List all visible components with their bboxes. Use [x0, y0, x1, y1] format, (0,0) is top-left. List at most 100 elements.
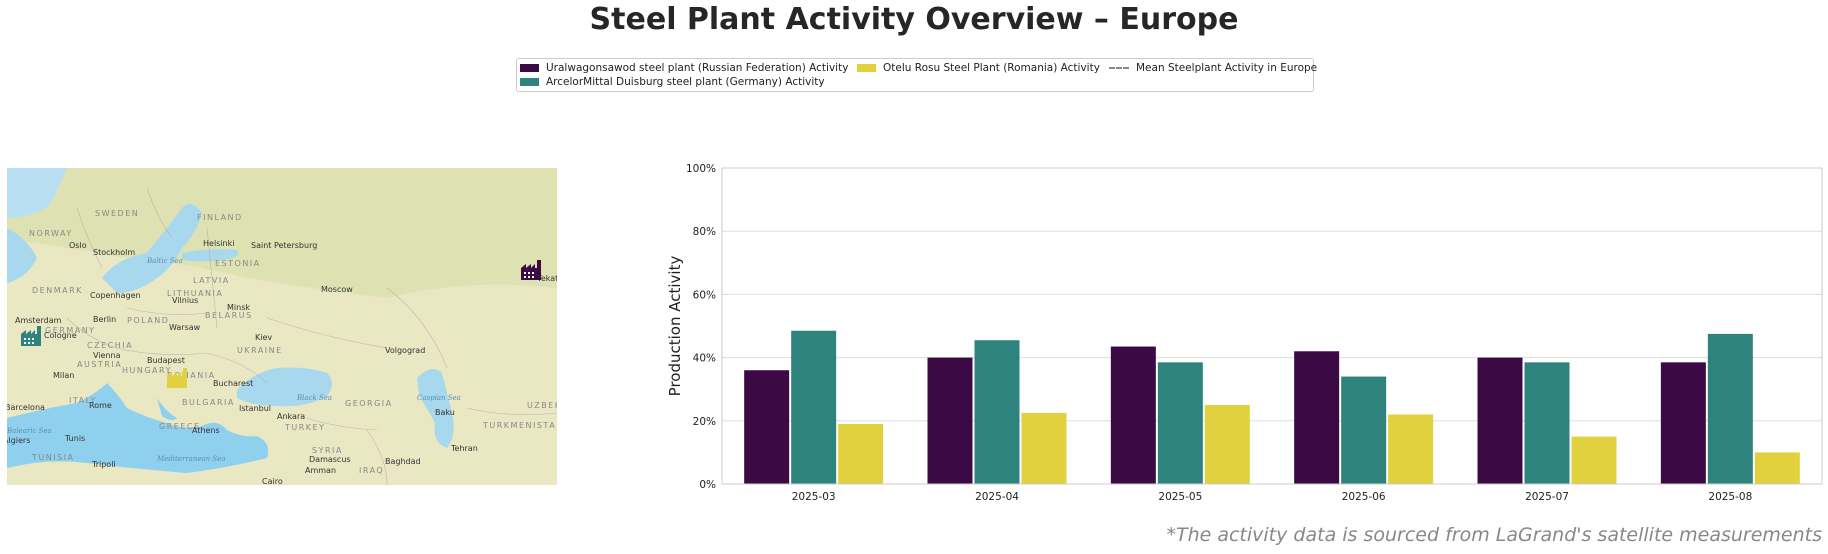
city-label: Minsk: [227, 303, 250, 312]
city-label: Damascus: [309, 455, 351, 464]
country-label: TURKEY: [284, 423, 326, 432]
city-label: Barcelona: [7, 403, 45, 412]
country-label: GERMANY: [45, 326, 96, 335]
y-tick-label: 20%: [693, 416, 716, 428]
country-label: ESTONIA: [215, 259, 261, 268]
plot-frame: [721, 167, 1823, 485]
city-label: Moscow: [321, 285, 353, 294]
country-label: GREECE: [159, 422, 201, 431]
bar: [1388, 414, 1434, 484]
city-label: Istanbul: [239, 404, 271, 413]
bar: [1707, 333, 1753, 484]
map-baltic: [102, 204, 202, 293]
legend-label: Mean Steelplant Activity in Europe: [1136, 62, 1318, 74]
city-label: Cairo: [262, 477, 283, 485]
legend-swatch: [520, 78, 539, 86]
city-label: Amman: [305, 466, 336, 475]
x-tick-label: 2025-03: [792, 491, 836, 500]
bar: [1524, 362, 1570, 484]
country-label: AUSTRIA: [77, 360, 122, 369]
factory-icon: [521, 260, 541, 280]
city-label: Cologne: [44, 331, 77, 340]
bar: [927, 357, 973, 484]
city-label: Tunis: [64, 434, 85, 443]
legend-item-mean: Mean Steelplant Activity in Europe: [1109, 62, 1317, 74]
city-label: Baghdad: [385, 457, 421, 466]
city-label: Helsinki: [203, 239, 234, 248]
bar: [1157, 362, 1203, 484]
country-label: BULGARIA: [182, 398, 235, 407]
map-city-labels: Oslo Stockholm Helsinki Saint Petersburg…: [7, 239, 557, 485]
city-label: Budapest: [147, 356, 185, 365]
footnote: *The activity data is sourced from LaGra…: [1166, 524, 1822, 546]
country-label: BELARUS: [205, 311, 253, 320]
country-label: ROMANIA: [167, 371, 216, 380]
bar: [1021, 412, 1067, 484]
city-label: Volgograd: [385, 346, 425, 355]
factory-icon: [21, 326, 41, 346]
bar: [974, 340, 1020, 484]
legend-label: ArcelorMittal Duisburg steel plant (Germ…: [546, 76, 825, 88]
bar: [1477, 357, 1523, 484]
city-label: Amsterdam: [15, 316, 62, 325]
map-forest: [7, 168, 557, 298]
country-label: LATVIA: [193, 276, 230, 285]
country-label: NORWAY: [29, 229, 73, 238]
city-label: Algiers: [7, 436, 30, 445]
country-label: TURKMENISTA: [482, 421, 556, 430]
city-label: Tehran: [450, 444, 478, 453]
city-label: Athens: [192, 426, 220, 435]
map-country-labels: SWEDEN FINLAND NORWAY ESTONIA LATVIA DEN…: [29, 209, 557, 475]
sea-label: Baltic Sea: [146, 257, 183, 265]
country-label: CZECHIA: [87, 341, 133, 350]
legend-dash: [1109, 67, 1129, 69]
map-norwegian-sea: [7, 168, 67, 218]
map-atlantic: [7, 228, 37, 283]
y-axis-label: Production Activity: [666, 256, 684, 397]
country-label: TUNISIA: [31, 453, 75, 462]
country-label: GEORGIA: [345, 399, 393, 408]
map-caspian: [417, 369, 454, 448]
country-label: POLAND: [127, 316, 169, 325]
legend-swatch: [520, 64, 539, 72]
city-label: Kiev: [255, 333, 272, 342]
country-label: DENMARK: [32, 286, 83, 295]
europe-map: SWEDEN FINLAND NORWAY ESTONIA LATVIA DEN…: [7, 168, 557, 485]
bars: [744, 330, 1800, 484]
city-label: Oslo: [69, 241, 87, 250]
bar: [838, 423, 884, 484]
bar: [791, 330, 837, 484]
sea-label: Black Sea: [296, 394, 332, 402]
country-label: HUNGARY: [122, 366, 172, 375]
country-label: LITHUANIA: [167, 289, 223, 298]
map-sea-labels: Baltic Sea Black Sea Caspian Sea Mediter…: [7, 257, 461, 463]
city-label: Berlin: [93, 315, 116, 324]
city-label: Rome: [89, 401, 112, 410]
legend-swatch: [857, 64, 876, 72]
x-tick-label: 2025-08: [1708, 491, 1752, 500]
city-label: Vilnius: [172, 296, 198, 305]
factory-icon: [167, 368, 187, 388]
sea-label: Balearic Sea: [7, 427, 52, 435]
country-label: IRAQ: [359, 466, 384, 475]
y-tick-label: 100%: [686, 163, 716, 175]
bar: [1571, 436, 1617, 484]
legend: Uralwagonsawod steel plant (Russian Fede…: [516, 58, 1317, 92]
sea-label: Mediterranean Sea: [156, 455, 226, 463]
bar: [1754, 452, 1800, 484]
map-canvas: SWEDEN FINLAND NORWAY ESTONIA LATVIA DEN…: [7, 168, 557, 485]
country-label: SWEDEN: [95, 209, 139, 218]
x-tick-label: 2025-05: [1158, 491, 1202, 500]
country-label: ITALY: [69, 396, 97, 405]
x-tick-label: 2025-06: [1342, 491, 1386, 500]
y-tick-label: 80%: [693, 226, 716, 238]
chart-title: Steel Plant Activity Overview – Europe: [589, 2, 1239, 37]
y-tick-label: 0%: [699, 479, 716, 491]
y-axis-ticks: 0% 20% 40% 60% 80% 100%: [686, 163, 716, 491]
bar: [1341, 376, 1387, 484]
bar: [1204, 405, 1250, 484]
y-tick-label: 60%: [693, 289, 716, 301]
country-label: UKRAINE: [237, 346, 283, 355]
city-label: Saint Petersburg: [251, 241, 317, 250]
bar: [1294, 351, 1340, 484]
